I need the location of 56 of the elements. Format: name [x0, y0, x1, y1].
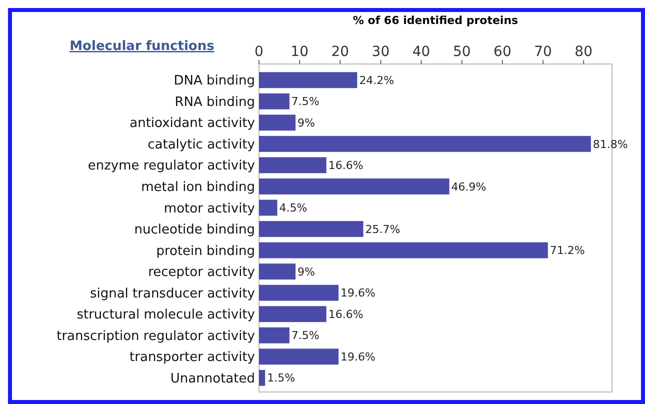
bar [259, 306, 326, 322]
x-tick-label: 10 [290, 44, 308, 60]
x-tick-label: 0 [254, 44, 264, 60]
y-tick-label: structural molecule activity [76, 308, 256, 323]
y-tick-label: nucleotide binding [134, 222, 255, 238]
bar [259, 348, 339, 365]
bar [259, 264, 296, 280]
data-label: 19.6% [340, 286, 376, 300]
y-tick-label: motor activity [164, 201, 256, 216]
data-label: 25.7% [365, 222, 400, 236]
y-tick-label: catalytic activity [148, 137, 256, 152]
bar [259, 93, 290, 110]
bar [259, 136, 591, 152]
data-label: 16.6% [328, 308, 364, 321]
data-label: 7.5% [291, 329, 320, 342]
y-tick-label: receptor activity [148, 265, 256, 280]
text: Molecular functions [70, 39, 215, 54]
bar [259, 284, 339, 301]
y-tick-label: transporter activity [130, 350, 256, 366]
bar [259, 200, 278, 216]
x-tick-label: 20 [331, 44, 350, 60]
bar [259, 157, 326, 174]
data-label: 1.5% [267, 372, 296, 385]
x-tick-label: 70 [534, 44, 552, 60]
x-tick-label: 30 [372, 44, 390, 60]
bar [259, 178, 450, 194]
data-label: 24.2% [359, 74, 394, 87]
bar [259, 114, 296, 131]
x-tick-label: 40 [412, 44, 430, 60]
x-tick-label: 50 [452, 44, 471, 60]
data-label: 9% [298, 116, 315, 130]
bar [259, 327, 290, 344]
data-label: 16.6% [328, 159, 364, 172]
data-label: 81.8% [592, 138, 628, 151]
y-tick-label: DNA binding [174, 74, 255, 89]
y-tick-label: transcription regulator activity [56, 328, 256, 344]
data-label: 7.5% [291, 95, 320, 108]
y-tick-label: enzyme regulator activity [88, 158, 256, 174]
x-tick-label: 60 [494, 44, 512, 60]
y-tick-label: antioxidant activity [130, 116, 256, 132]
y-tick-label: RNA binding [174, 94, 255, 110]
y-tick-label: Unannotated [170, 371, 255, 386]
y-tick-label: signal transducer activity [90, 286, 256, 302]
bar [259, 370, 266, 386]
data-label: 71.2% [550, 244, 585, 258]
data-label: 19.6% [340, 350, 376, 364]
data-label: 4.5% [279, 202, 308, 215]
data-label: 9% [298, 265, 315, 278]
y-tick-label: metal ion binding [141, 180, 255, 196]
bar [259, 242, 548, 258]
bar [259, 72, 358, 88]
y-tick-label: protein binding [156, 244, 255, 259]
bar [259, 221, 364, 237]
data-label: 46.9% [451, 180, 486, 194]
chart-title: % of 66 identified proteins [352, 14, 519, 27]
x-tick-label: 80 [574, 44, 593, 60]
